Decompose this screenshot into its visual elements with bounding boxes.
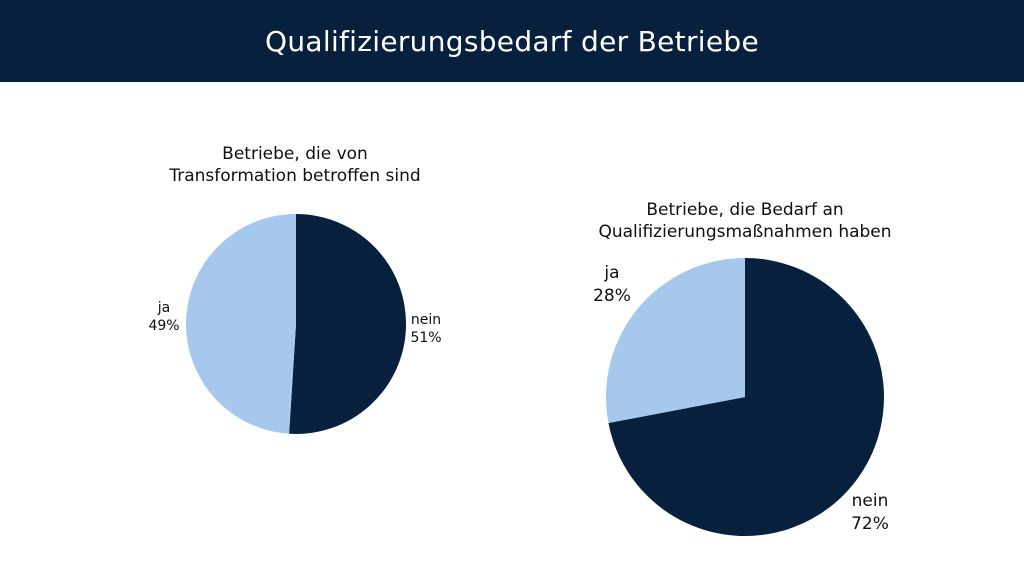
pie-slice-ja	[186, 214, 296, 434]
slice-label-nein: nein 72%	[838, 490, 902, 536]
slice-category: ja	[604, 263, 620, 283]
slice-label-ja: ja 28%	[580, 262, 644, 308]
slice-value: 49%	[148, 317, 180, 334]
slice-category: nein	[851, 491, 889, 511]
chart-title-line: Qualifizierungsmaßnahmen haben	[598, 222, 892, 242]
slice-label-ja: ja 49%	[136, 300, 192, 335]
slice-value: 51%	[410, 329, 442, 346]
slice-value: 72%	[851, 513, 889, 534]
slice-label-nein: nein 51%	[398, 312, 454, 347]
slice-category: ja	[157, 300, 171, 316]
pie-slice-nein	[608, 258, 884, 537]
pie-chart-qualification	[605, 258, 884, 537]
slice-value: 28%	[593, 285, 631, 306]
pie-slice-nein	[289, 213, 407, 435]
chart-title-line: Betriebe, die von	[222, 144, 368, 164]
chart-title-qualification: Betriebe, die Bedarf an Qualifizierungsm…	[540, 199, 950, 243]
chart-title-line: Transformation betroffen sind	[169, 166, 421, 186]
pie-chart-transformation	[186, 213, 407, 435]
chart-title-line: Betriebe, die Bedarf an	[646, 200, 844, 220]
header-bar: Qualifizierungsbedarf der Betriebe	[0, 0, 1024, 82]
pie-slice-ja	[605, 258, 745, 424]
slice-category: nein	[410, 312, 442, 328]
chart-title-transformation: Betriebe, die von Transformation betroff…	[120, 143, 470, 187]
page-title: Qualifizierungsbedarf der Betriebe	[265, 24, 759, 58]
